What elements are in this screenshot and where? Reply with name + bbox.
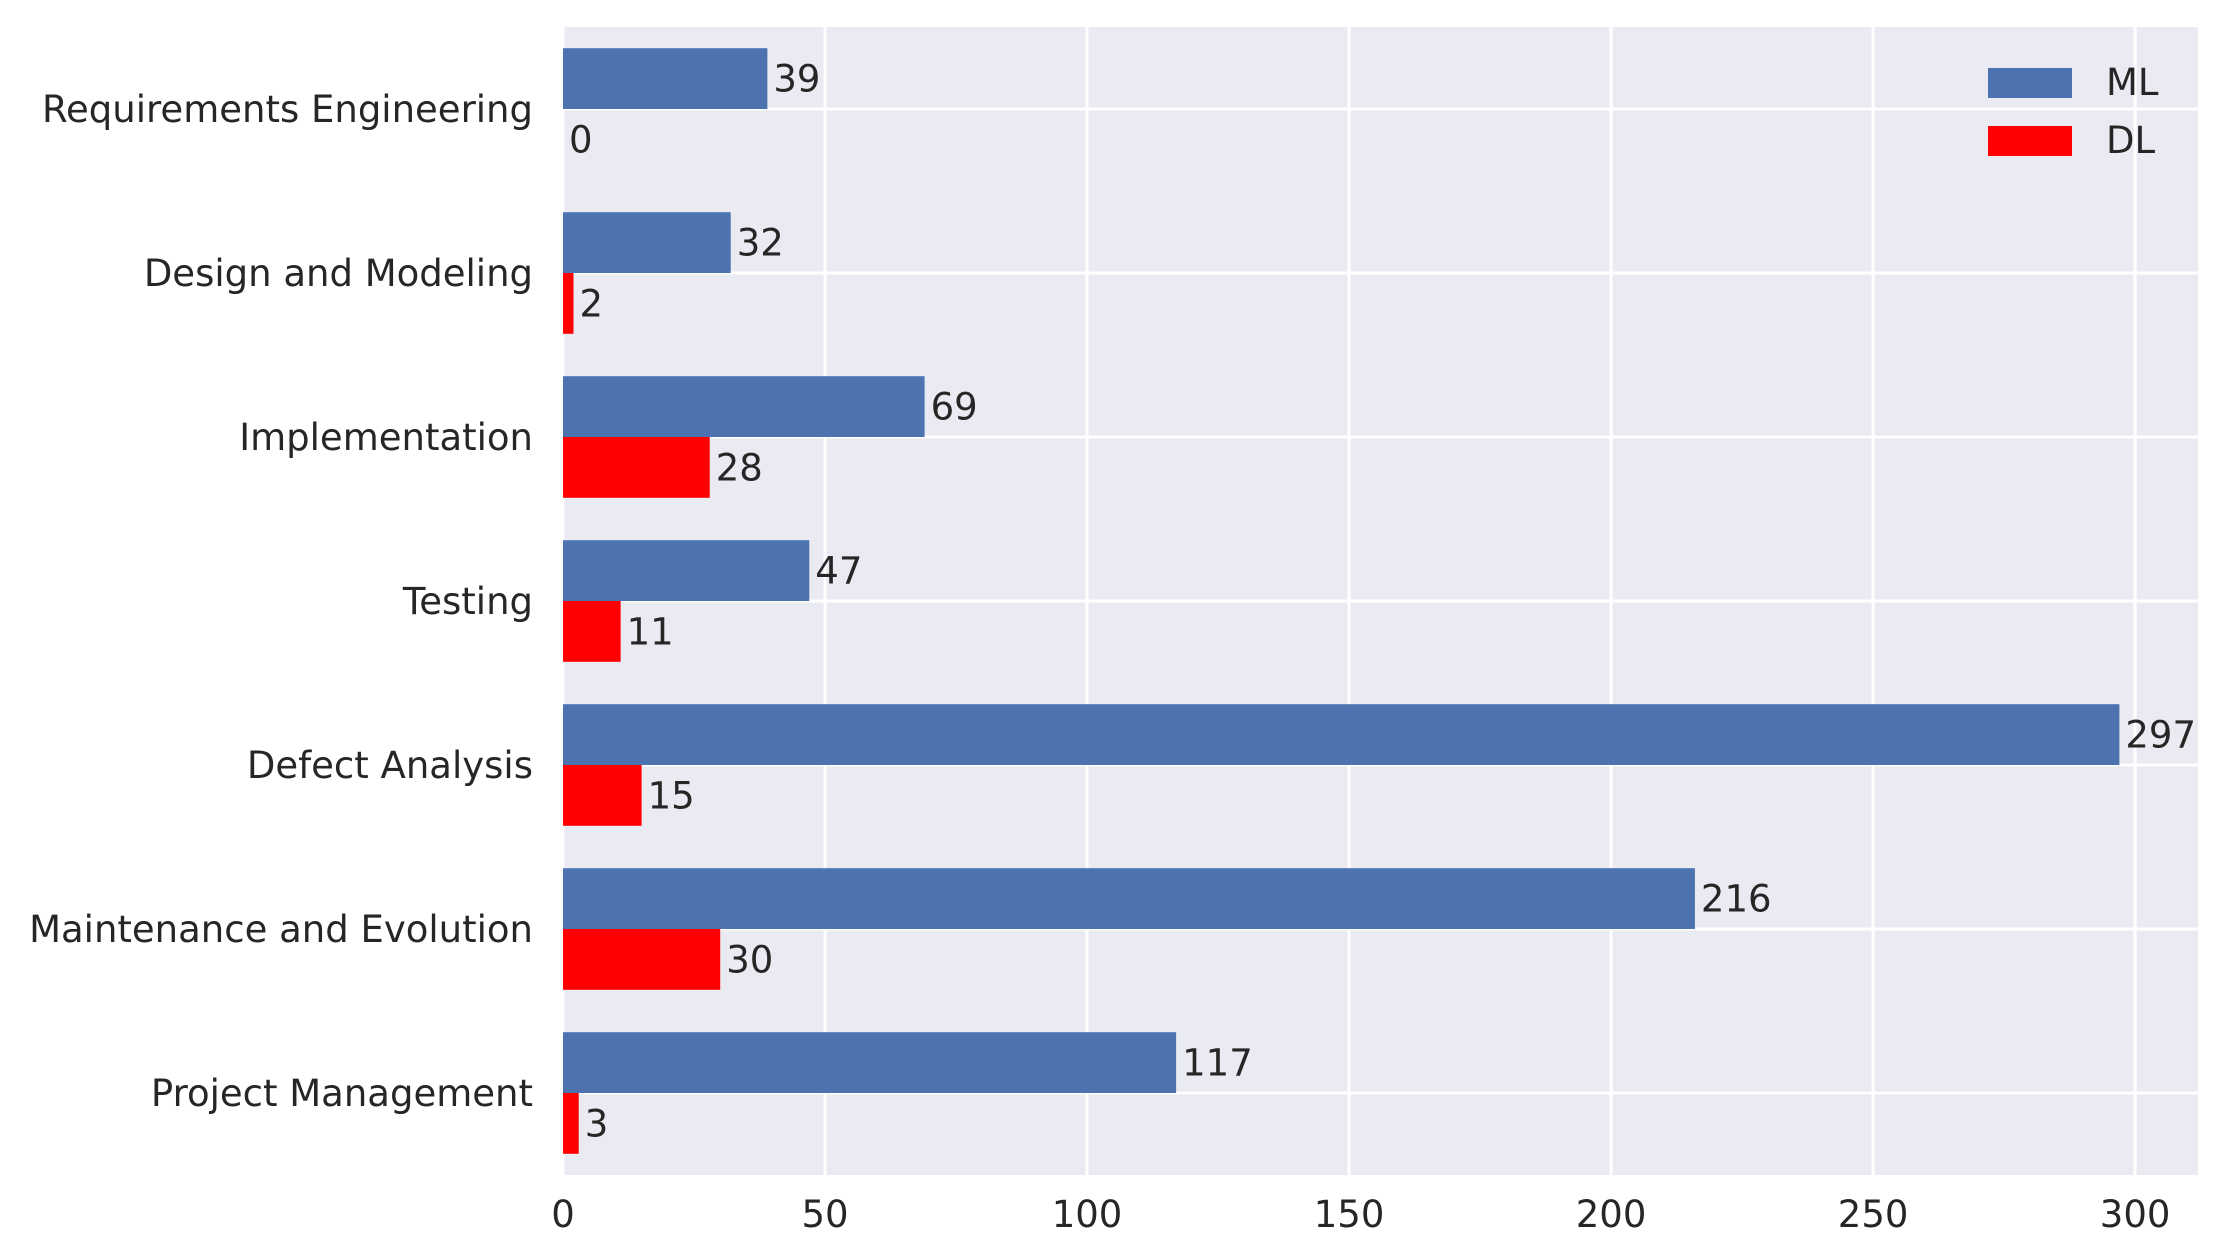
category-label: Implementation [239, 416, 533, 459]
bar-dl [563, 273, 574, 334]
x-tick-label: 50 [801, 1193, 848, 1236]
bar-dl [563, 1093, 579, 1154]
bar-ml [563, 540, 810, 601]
data-label-dl: 30 [726, 938, 773, 981]
data-label-dl: 0 [569, 118, 593, 161]
x-tick-label: 200 [1576, 1193, 1647, 1236]
data-label-dl: 28 [716, 446, 763, 489]
bar-dl [563, 601, 621, 662]
data-label-dl: 11 [627, 610, 674, 653]
x-tick-label: 100 [1052, 1193, 1123, 1236]
data-label-dl: 3 [585, 1102, 609, 1145]
x-tick-label: 0 [551, 1193, 575, 1236]
bar-ml [563, 868, 1695, 929]
bar-ml [563, 376, 925, 437]
data-label-dl: 15 [648, 774, 695, 817]
data-label-ml: 297 [2125, 714, 2196, 757]
data-label-ml: 32 [737, 222, 784, 265]
bar-dl [563, 929, 721, 990]
legend-swatch-ml [1988, 68, 2072, 98]
data-label-ml: 117 [1182, 1042, 1253, 1085]
bar-dl [563, 765, 642, 826]
data-label-ml: 39 [773, 58, 820, 101]
category-label: Defect Analysis [247, 744, 533, 787]
x-tick-label: 250 [1838, 1193, 1909, 1236]
bar-ml [563, 704, 2120, 765]
category-label: Project Management [151, 1072, 533, 1115]
legend-label-ml: ML [2106, 61, 2159, 104]
x-tick-label: 150 [1314, 1193, 1385, 1236]
category-label: Design and Modeling [144, 252, 533, 295]
legend-label-dl: DL [2106, 119, 2155, 162]
bar-dl [563, 437, 710, 498]
category-label: Testing [402, 580, 533, 623]
bar-ml [563, 1032, 1177, 1093]
bar-ml [563, 48, 768, 109]
legend-swatch-dl [1988, 126, 2072, 156]
data-label-ml: 47 [815, 550, 862, 593]
data-label-ml: 69 [931, 386, 978, 429]
bar-ml [563, 212, 731, 273]
data-label-ml: 216 [1701, 878, 1772, 921]
x-tick-label: 300 [2100, 1193, 2171, 1236]
category-label: Maintenance and Evolution [29, 908, 533, 951]
category-label: Requirements Engineering [42, 88, 533, 131]
data-label-dl: 2 [579, 282, 603, 325]
